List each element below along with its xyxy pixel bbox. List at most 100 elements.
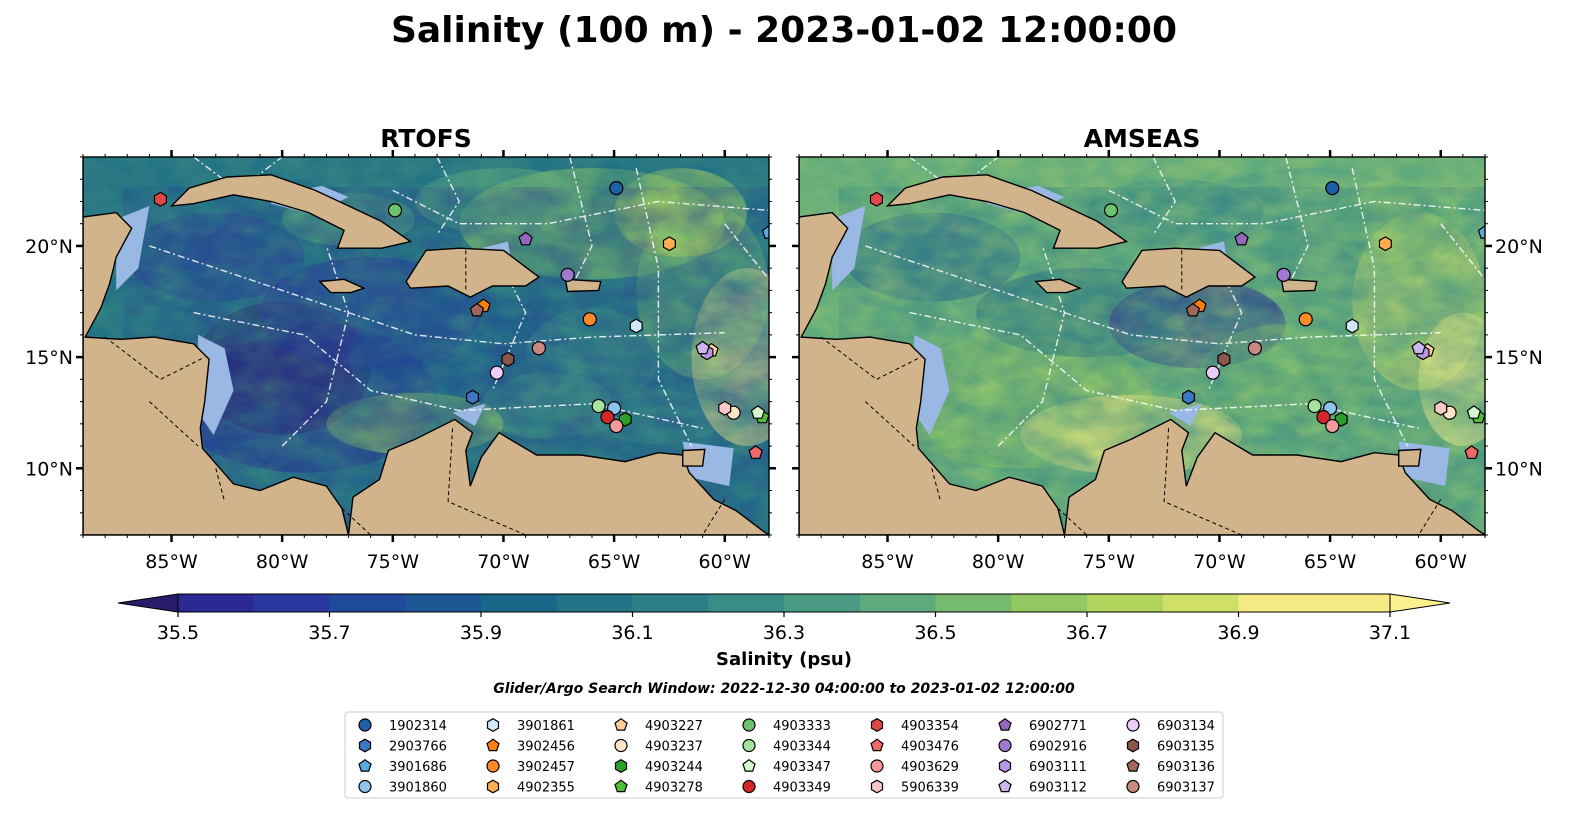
platform-4903354 (153, 191, 168, 207)
legend-marker (998, 759, 1012, 773)
colorbar-tick-label: 36.5 (914, 622, 956, 644)
colorbar-tick-label: 36.1 (611, 622, 653, 644)
legend-label: 4903347 (773, 760, 831, 775)
y-tick-label: 15°N (25, 347, 73, 369)
legend-item: 4903347 (742, 758, 831, 775)
legend-label: 6903111 (1029, 760, 1087, 775)
legend-marker (358, 758, 372, 772)
y-axis: 10°N 15°N 20°N (792, 156, 1543, 536)
platform-2903766 (466, 389, 479, 405)
legend-item: 4903349 (742, 779, 831, 796)
y-tick-label: 20°N (25, 236, 73, 258)
legend-label: 4903278 (645, 781, 703, 796)
borders (104, 250, 726, 535)
search-window-text: Glider/Argo Search Window: 2022-12-30 04… (493, 681, 1075, 697)
legend-label: 4903237 (645, 740, 703, 755)
legend-label: 4903629 (901, 760, 959, 775)
legend-label: 6902916 (1029, 740, 1087, 755)
colorbar-bin (329, 594, 406, 612)
panel-frame (798, 156, 1486, 536)
platform-3901686 (761, 225, 769, 239)
y-tick-label: 20°N (1495, 236, 1543, 258)
legend-marker (870, 738, 884, 752)
legend-marker (614, 759, 628, 773)
x-tick-label: 70°W (1193, 551, 1246, 573)
panel-amseas: AMSEAS 85°W 80°W 75°W 70°W 65°W 60°W 10°N 15°N 20… (792, 124, 1543, 573)
legend-label: 4903244 (645, 760, 703, 775)
legend-item: 6903135 (1126, 738, 1215, 755)
colorbar-tick-label: 36.7 (1066, 622, 1108, 644)
legend-marker (1126, 758, 1140, 772)
platform-5906339 (718, 400, 732, 416)
colorbar-tick-label: 35.5 (157, 622, 199, 644)
legend-item: 3902457 (486, 759, 575, 775)
legend-item: 6902916 (998, 738, 1087, 755)
legend-item: 4903629 (870, 759, 959, 775)
x-axis: 85°W 80°W 75°W 70°W 65°W 60°W (798, 150, 1486, 573)
x-axis: 85°W 80°W 75°W 70°W 65°W 60°W (82, 150, 770, 573)
platform-2903766 (1182, 389, 1195, 405)
colorbar-bin (784, 594, 861, 612)
legend-label: 4903333 (773, 719, 831, 734)
legend-item: 4903344 (742, 738, 831, 755)
colorbar-bin (859, 594, 936, 612)
legend-label: 6903137 (1157, 781, 1215, 796)
legend-item: 4903278 (614, 779, 703, 796)
y-tick-label: 10°N (25, 458, 73, 480)
y-tick-label: 15°N (1495, 347, 1543, 369)
platform-4902355 (662, 236, 676, 252)
platform-6902916 (1276, 267, 1291, 282)
colorbar-label: Salinity (psu) (716, 649, 852, 670)
colorbar-bin (481, 594, 558, 612)
legend-label: 3901686 (389, 760, 447, 775)
platform-6903134 (489, 365, 504, 380)
platform-6903136 (469, 302, 485, 317)
colorbar-tick-label: 37.1 (1369, 622, 1411, 644)
platform-4902355 (1378, 236, 1392, 252)
colorbar-bin (935, 594, 1012, 612)
legend-label: 1902314 (389, 719, 447, 734)
legend-item: 4903476 (870, 738, 959, 755)
legend-label: 4903227 (645, 719, 703, 734)
colorbar-bin (632, 594, 709, 612)
x-tick-label: 65°W (1304, 551, 1357, 573)
platform-6903136 (1185, 302, 1201, 317)
legend-label: 6903136 (1157, 760, 1215, 775)
platform-1902314 (1325, 181, 1340, 196)
platform-4903354 (869, 191, 884, 207)
platform-4903349 (600, 410, 615, 425)
legend-item: 3901860 (358, 779, 447, 796)
y-tick-label: 10°N (1495, 458, 1543, 480)
platform-6902916 (560, 267, 575, 282)
legend-item: 4903237 (614, 738, 703, 755)
figure-title: Salinity (100 m) - 2023-01-02 12:00:00 (391, 10, 1177, 51)
legend-marker (742, 718, 756, 732)
platform-4903344 (1307, 398, 1322, 414)
colorbar-tick-label: 36.9 (1217, 622, 1259, 644)
platform-6903135 (1217, 351, 1231, 367)
legend-item: 5906339 (870, 779, 959, 796)
legend-marker (614, 738, 628, 753)
legend-marker (614, 779, 628, 793)
legend-item: 2903766 (358, 738, 447, 755)
platform-4903476 (1464, 445, 1479, 459)
colorbar-bin (405, 594, 482, 612)
legend-item: 3901686 (358, 758, 447, 775)
platform-4903476 (748, 445, 763, 459)
legend-marker (614, 717, 628, 731)
x-tick-label: 70°W (477, 551, 530, 573)
platform-markers (153, 181, 769, 459)
legend-item: 4903354 (870, 718, 959, 734)
legend-item: 6903134 (1126, 718, 1215, 734)
platform-5906339 (1434, 400, 1448, 416)
platform-3902457 (582, 312, 597, 327)
platform-4903344 (591, 398, 606, 414)
legend-label: 3901860 (389, 781, 447, 796)
legend-item: 4903244 (614, 759, 703, 775)
legend-marker (486, 718, 500, 732)
land (799, 157, 1485, 535)
legend-label: 3901861 (517, 719, 575, 734)
panel-title: RTOFS (380, 124, 472, 153)
legend-frame (344, 711, 1224, 799)
legend-label: 6903135 (1157, 740, 1215, 755)
